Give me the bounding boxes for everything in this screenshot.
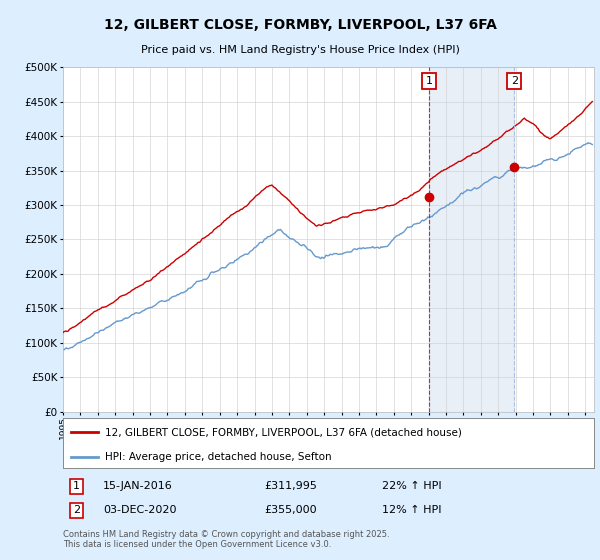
Text: £311,995: £311,995 <box>265 482 317 492</box>
Text: Contains HM Land Registry data © Crown copyright and database right 2025.
This d: Contains HM Land Registry data © Crown c… <box>63 530 389 549</box>
Text: Price paid vs. HM Land Registry's House Price Index (HPI): Price paid vs. HM Land Registry's House … <box>140 45 460 55</box>
Text: HPI: Average price, detached house, Sefton: HPI: Average price, detached house, Seft… <box>106 452 332 462</box>
Text: 03-DEC-2020: 03-DEC-2020 <box>103 506 176 515</box>
Text: 12, GILBERT CLOSE, FORMBY, LIVERPOOL, L37 6FA: 12, GILBERT CLOSE, FORMBY, LIVERPOOL, L3… <box>104 18 496 32</box>
Text: 1: 1 <box>73 482 80 492</box>
Bar <box>430 67 514 412</box>
Text: 2: 2 <box>73 506 80 515</box>
Text: 12% ↑ HPI: 12% ↑ HPI <box>382 506 441 515</box>
Text: £355,000: £355,000 <box>265 506 317 515</box>
Text: 22% ↑ HPI: 22% ↑ HPI <box>382 482 441 492</box>
Text: 1: 1 <box>426 76 433 86</box>
Text: 15-JAN-2016: 15-JAN-2016 <box>103 482 173 492</box>
Text: 12, GILBERT CLOSE, FORMBY, LIVERPOOL, L37 6FA (detached house): 12, GILBERT CLOSE, FORMBY, LIVERPOOL, L3… <box>106 427 463 437</box>
Text: 2: 2 <box>511 76 518 86</box>
